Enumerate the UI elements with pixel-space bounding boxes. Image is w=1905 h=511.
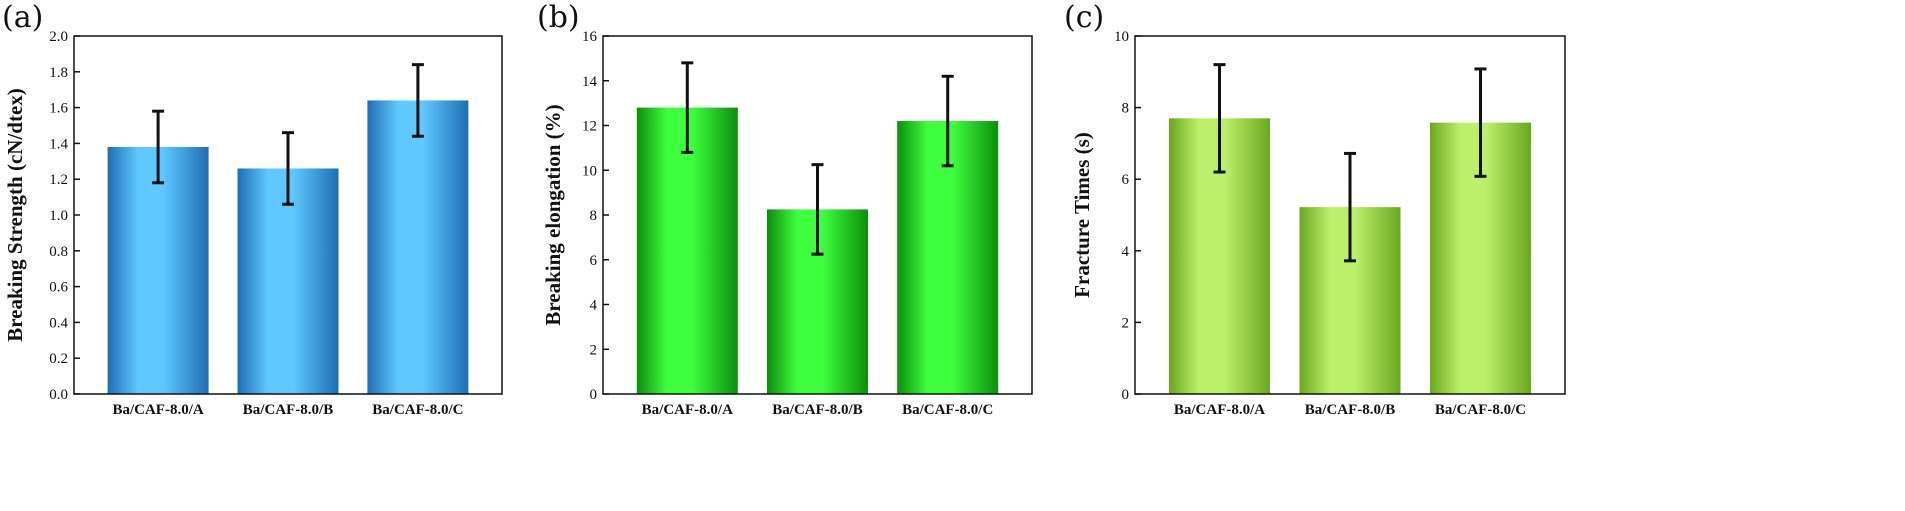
panel-letter: (a) [2,0,43,35]
y-tick-label: 2.0 [49,29,68,45]
y-tick-label: 10 [582,163,597,179]
panel-letter: (c) [1064,0,1104,35]
bar [107,146,209,394]
y-tick-label: 8 [1122,101,1130,117]
y-tick-label: 0.2 [49,351,68,367]
y-tick-label: 0.4 [49,315,68,331]
x-tick-label: Ba/CAF-8.0/B [243,402,333,418]
bar [636,107,738,394]
x-tick-label: Ba/CAF-8.0/A [112,402,203,418]
panel-letter: (b) [537,0,580,35]
y-tick-label: 2 [590,342,598,358]
y-tick-label: 1.8 [49,65,68,81]
y-tick-label: 1.0 [49,208,68,224]
y-axis-title: Breaking elongation (%) [541,104,565,325]
x-tick-label: Ba/CAF-8.0/A [1174,402,1265,418]
plot-frame [1134,35,1566,395]
y-tick-label: 14 [582,74,598,90]
y-tick-label: 4 [1122,244,1130,260]
x-tick-label: Ba/CAF-8.0/A [642,402,733,418]
chart-panel-1: (a) Ba/CAF-8.0/A Ba/CAF-8.0/B Ba/CAF-8.0/C 0… [2,0,503,418]
y-tick-label: 8 [590,208,598,224]
y-tick-label: 0.0 [49,387,68,403]
y-tick-label: 4 [590,298,598,314]
y-tick-label: 1.6 [49,101,68,117]
x-tick-label: Ba/CAF-8.0/C [1435,402,1526,418]
chart-panel-2: (b) Ba/CAF-8.0/A Ba/CAF-8.0/B Ba/CAF-8.0/C 0… [537,0,1033,418]
y-tick-label: 0.8 [49,244,68,260]
y-tick-label: 0 [590,387,598,403]
y-tick-label: 6 [1122,172,1130,188]
y-tick-label: 1.4 [49,136,68,152]
y-tick-label: 6 [590,253,598,269]
bar [367,100,469,394]
x-tick-label: Ba/CAF-8.0/B [1305,402,1395,418]
y-tick-label: 0.6 [49,280,68,296]
y-tick-label: 0 [1122,387,1130,403]
x-tick-label: Ba/CAF-8.0/C [372,402,463,418]
y-axis-title: Breaking Strength (cN/dtex) [3,88,27,342]
y-tick-label: 2 [1122,315,1130,331]
y-tick-label: 10 [1114,29,1129,45]
bar [237,168,339,394]
chart-panel-3: (c) Ba/CAF-8.0/A Ba/CAF-8.0/B Ba/CAF-8.0/C 0… [1064,0,1566,418]
x-tick-label: Ba/CAF-8.0/B [772,402,862,418]
y-tick-label: 1.2 [49,172,68,188]
x-tick-label: Ba/CAF-8.0/C [902,402,993,418]
y-tick-label: 12 [582,119,597,135]
y-tick-label: 16 [582,29,598,45]
y-axis-title: Fracture Times (s) [1070,132,1094,298]
